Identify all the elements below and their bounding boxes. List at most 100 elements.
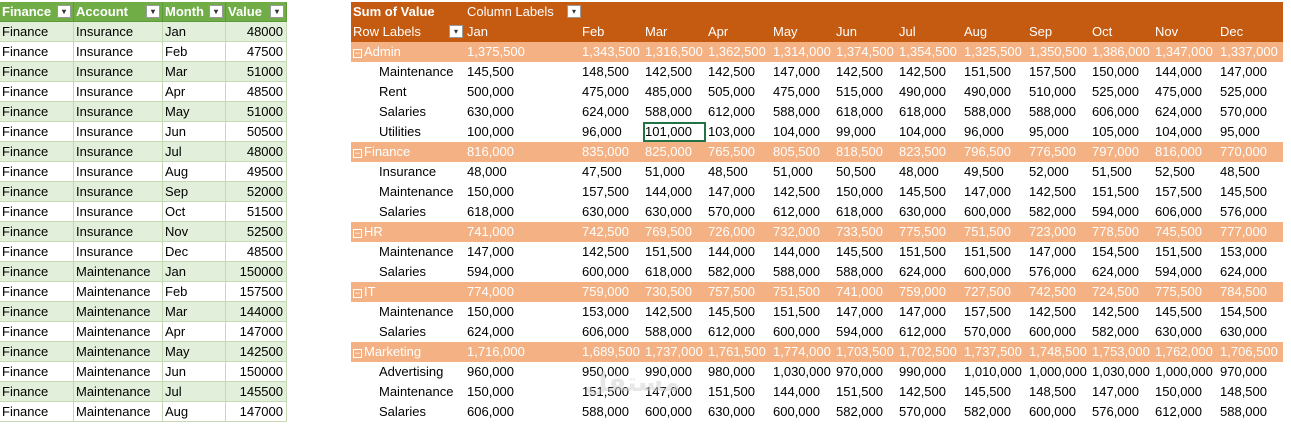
pivot-value-cell[interactable]: 145,500 [964,384,1011,399]
pivot-value-cell[interactable]: 151,500 [1092,184,1139,199]
pivot-value-cell[interactable]: 157,500 [582,184,629,199]
source-table-cell[interactable]: 48000 [226,22,287,42]
pivot-value-cell[interactable]: 600,000 [773,404,820,419]
pivot-value-cell[interactable]: 147,000 [899,304,946,319]
source-table-cell[interactable]: 142500 [226,342,287,362]
collapse-toggle-icon[interactable]: − [353,48,362,58]
pivot-value-cell[interactable]: 624,000 [467,324,514,339]
pivot-value-cell[interactable]: 741,000 [467,224,514,239]
pivot-value-cell[interactable]: 588,000 [773,264,820,279]
pivot-value-cell[interactable]: 147,000 [1029,244,1076,259]
pivot-value-cell[interactable]: 990,000 [645,364,692,379]
pivot-value-cell[interactable]: 157,500 [1155,184,1202,199]
pivot-value-cell[interactable]: 151,500 [1155,244,1202,259]
source-table-cell[interactable]: Finance [0,402,74,422]
source-table-cell[interactable]: Dec [163,242,226,262]
pivot-value-cell[interactable]: 582,000 [964,404,1011,419]
source-table-cell[interactable]: Insurance [74,242,163,262]
source-table-cell[interactable]: 147000 [226,402,287,422]
pivot-value-cell[interactable]: 48,500 [708,164,748,179]
source-table-cell[interactable]: May [163,342,226,362]
pivot-value-cell[interactable]: 48,500 [1220,164,1260,179]
pivot-value-cell[interactable]: 588,000 [645,324,692,339]
pivot-value-cell[interactable]: 148,500 [582,64,629,79]
pivot-value-cell[interactable]: 145,500 [467,64,514,79]
pivot-value-cell[interactable]: 475,000 [1155,84,1202,99]
pivot-value-cell[interactable]: 759,000 [582,284,629,299]
pivot-value-cell[interactable]: 1,354,500 [899,44,957,59]
pivot-value-cell[interactable]: 624,000 [1155,104,1202,119]
source-table-cell[interactable]: Nov [163,222,226,242]
source-table-cell[interactable]: Finance [0,182,74,202]
collapse-toggle-icon[interactable]: − [353,228,362,238]
pivot-value-cell[interactable]: 151,500 [582,384,629,399]
source-table-cell[interactable]: Finance [0,262,74,282]
pivot-value-cell[interactable]: 1,375,500 [467,44,525,59]
source-table-cell[interactable]: Jun [163,362,226,382]
source-table-cell[interactable]: 150000 [226,262,287,282]
pivot-value-cell[interactable]: 490,000 [964,84,1011,99]
pivot-value-cell[interactable]: 475,000 [582,84,629,99]
pivot-value-cell[interactable]: 618,000 [836,104,883,119]
pivot-value-cell[interactable]: 144,000 [773,244,820,259]
pivot-value-cell[interactable]: 1,737,500 [964,344,1022,359]
source-table-cell[interactable]: Insurance [74,222,163,242]
source-table-cell[interactable]: Finance [0,382,74,402]
pivot-value-cell[interactable]: 1,761,500 [708,344,766,359]
pivot-value-cell[interactable]: 475,000 [773,84,820,99]
pivot-value-cell[interactable]: 727,500 [964,284,1011,299]
pivot-value-cell[interactable]: 624,000 [899,264,946,279]
source-table-cell[interactable]: Insurance [74,42,163,62]
column-labels-header[interactable]: Column Labels ▾ [465,2,595,22]
pivot-value-cell[interactable]: 48,000 [899,164,939,179]
source-table-cell[interactable]: Mar [163,62,226,82]
pivot-value-cell[interactable]: 153,000 [1220,244,1267,259]
collapse-toggle-icon[interactable]: − [353,288,362,298]
pivot-value-cell[interactable]: 818,500 [836,144,883,159]
pivot-value-cell[interactable]: 150,000 [836,184,883,199]
pivot-value-cell[interactable]: 724,500 [1092,284,1139,299]
pivot-value-cell[interactable]: 500,000 [467,84,514,99]
source-table-cell[interactable]: Finance [0,42,74,62]
pivot-value-cell[interactable]: 96,000 [964,124,1004,139]
filter-dropdown-button[interactable]: ▾ [57,5,71,18]
filter-dropdown-button[interactable]: ▾ [146,5,160,18]
pivot-value-cell[interactable]: 142,500 [1029,184,1076,199]
pivot-value-cell[interactable]: 147,000 [1220,64,1267,79]
pivot-value-cell[interactable]: 144,000 [773,384,820,399]
pivot-value-cell[interactable]: 630,000 [467,104,514,119]
collapse-toggle-icon[interactable]: − [353,348,362,358]
pivot-value-cell[interactable]: 777,000 [1220,224,1267,239]
pivot-value-cell[interactable]: 51,000 [773,164,813,179]
pivot-value-cell[interactable]: 505,000 [708,84,755,99]
pivot-value-cell[interactable]: 104,000 [773,124,820,139]
pivot-value-cell[interactable]: 970,000 [1220,364,1267,379]
source-table-header-cell[interactable]: Month ▾ [163,2,226,22]
pivot-value-cell[interactable]: 600,000 [1029,324,1076,339]
source-table-cell[interactable]: Insurance [74,182,163,202]
pivot-value-cell[interactable]: 612,000 [708,104,755,119]
pivot-group-label[interactable]: − Admin [351,42,465,62]
pivot-value-cell[interactable]: 515,000 [836,84,883,99]
pivot-value-cell[interactable]: 142,500 [582,244,629,259]
pivot-value-cell[interactable]: 618,000 [467,204,514,219]
pivot-value-cell[interactable]: 970,000 [836,364,883,379]
pivot-value-cell[interactable]: 618,000 [836,204,883,219]
pivot-value-cell[interactable]: 1,748,500 [1029,344,1087,359]
source-table-cell[interactable]: Jul [163,382,226,402]
source-table-cell[interactable]: Jun [163,122,226,142]
pivot-value-cell[interactable]: 1,000,000 [1155,364,1213,379]
pivot-value-cell[interactable]: 1,703,500 [836,344,894,359]
pivot-value-cell[interactable]: 1,030,000 [1092,364,1150,379]
pivot-value-cell[interactable]: 630,000 [708,404,755,419]
pivot-value-cell[interactable]: 980,000 [708,364,755,379]
pivot-value-cell[interactable]: 1,689,500 [582,344,640,359]
pivot-group-label[interactable]: − HR [351,222,465,242]
source-table-cell[interactable]: Maintenance [74,282,163,302]
source-table-cell[interactable]: Finance [0,282,74,302]
pivot-value-cell[interactable]: 618,000 [899,104,946,119]
pivot-value-cell[interactable]: 51,500 [1092,164,1132,179]
pivot-value-cell[interactable]: 1,706,500 [1220,344,1278,359]
pivot-value-cell[interactable]: 588,000 [1029,104,1076,119]
pivot-value-cell[interactable]: 776,500 [1029,144,1076,159]
